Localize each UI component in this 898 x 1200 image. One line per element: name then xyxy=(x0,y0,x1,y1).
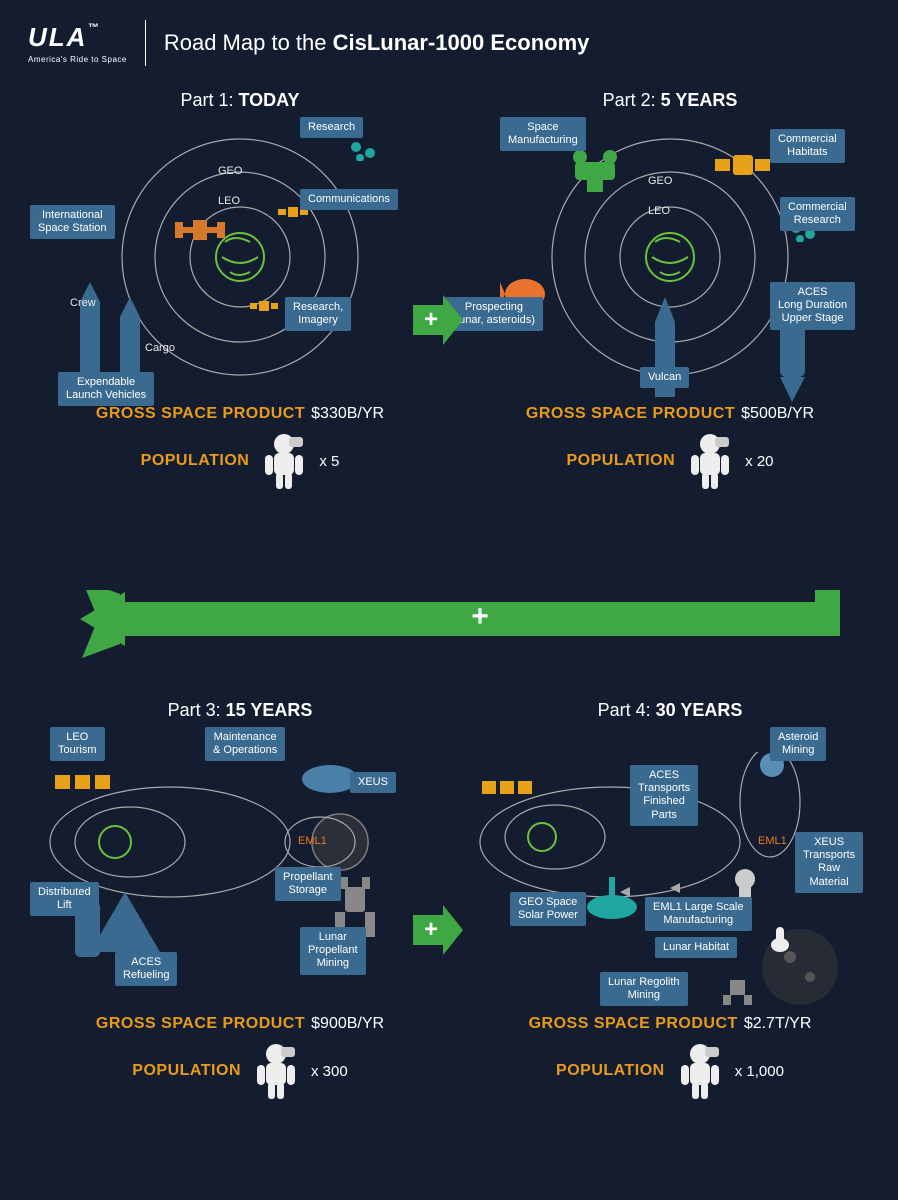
callout: Research xyxy=(300,117,363,138)
vulcan-rocket-icon xyxy=(645,297,685,407)
callout: InternationalSpace Station xyxy=(30,205,115,239)
aces-stage-icon xyxy=(770,317,815,407)
callout: Vulcan xyxy=(640,367,689,388)
solar-power-icon xyxy=(585,877,640,922)
orbit-label: Cargo xyxy=(145,342,175,354)
astronaut-icon xyxy=(675,1041,725,1101)
plus-arrow-1-2-icon: + xyxy=(413,295,463,345)
callout: CommercialHabitats xyxy=(770,129,845,163)
space-manufacturing-icon xyxy=(565,147,625,197)
regolith-mining-icon xyxy=(720,972,755,1007)
panel-1-title: Part 1: TODAY xyxy=(40,90,440,111)
orbit-label: LEO xyxy=(218,195,240,207)
panel-2-population: x 20 xyxy=(745,453,773,470)
imagery-satellite-icon xyxy=(250,292,278,320)
lunar-habitat-icon xyxy=(770,925,790,953)
callout: PropellantStorage xyxy=(275,867,341,901)
panel-2-5years: Part 2: 5 YEARS SpaceManufacturing Commer… xyxy=(470,90,870,491)
astronaut-icon xyxy=(685,431,735,491)
iss-icon xyxy=(175,212,225,252)
callout: CommercialResearch xyxy=(780,197,855,231)
panel-3-15years: Part 3: 15 YEARS LEOTourism Maintenance& … xyxy=(40,700,440,1101)
panel-4-title: Part 4: 30 YEARS xyxy=(470,700,870,721)
callout: Maintenance& Operations xyxy=(205,727,285,761)
astronaut-icon xyxy=(259,431,309,491)
callout: GEO SpaceSolar Power xyxy=(510,892,586,926)
callout: ACESRefueling xyxy=(115,952,177,986)
panel-4-gsp: $2.7T/YR xyxy=(744,1015,812,1032)
orbit-label: GEO xyxy=(218,165,242,177)
panel-1-diagram: ResearchCommunicationsInternationalSpace… xyxy=(40,117,440,387)
panel-2-stats: GROSS SPACE PRODUCT$500B/YR POPULATION x… xyxy=(470,405,870,491)
astronaut-icon xyxy=(251,1041,301,1101)
svg-text:+: + xyxy=(424,916,438,943)
callout: DistributedLift xyxy=(30,882,99,916)
callout: Lunar Habitat xyxy=(655,937,737,958)
orbit-label: Crew xyxy=(70,297,96,309)
orbit-label: LEO xyxy=(648,205,670,217)
panel-3-title: Part 3: 15 YEARS xyxy=(40,700,440,721)
callout: LEOTourism xyxy=(50,727,105,761)
panel-4-population: x 1,000 xyxy=(735,1063,784,1080)
panel-1-population: x 5 xyxy=(319,453,339,470)
callout: AsteroidMining xyxy=(770,727,826,761)
panel-2-diagram: SpaceManufacturing CommercialHabitats Comm… xyxy=(470,117,870,387)
panel-3-gsp: $900B/YR xyxy=(311,1015,384,1032)
orbit-label: EML1 xyxy=(298,835,327,847)
panel-4-30years: Part 4: 30 YEARS AsteroidMining ACESTrans… xyxy=(470,700,870,1101)
callout: ExpendableLaunch Vehicles xyxy=(58,372,154,406)
habitats-icon xyxy=(480,775,540,800)
callout: Research,Imagery xyxy=(285,297,351,331)
callout: Communications xyxy=(300,189,398,210)
callout: ACESLong DurationUpper Stage xyxy=(770,282,855,330)
callout: XEUSTransportsRawMaterial xyxy=(795,832,863,893)
tourism-habitats-icon xyxy=(50,767,120,797)
panel-2-gsp: $500B/YR xyxy=(741,405,814,422)
panel-3-population: x 300 xyxy=(311,1063,348,1080)
orbit-label: GEO xyxy=(648,175,672,187)
panel-1-today: Part 1: TODAY ResearchCommunicationsInte… xyxy=(40,90,440,491)
callout: SpaceManufacturing xyxy=(500,117,586,151)
commercial-habitats-icon xyxy=(715,145,770,185)
panel-4-stats: GROSS SPACE PRODUCT$2.7T/YR POPULATION x… xyxy=(470,1015,870,1101)
callout: XEUS xyxy=(350,772,396,793)
dots-icon xyxy=(350,141,380,161)
pop-label: POPULATION xyxy=(141,452,250,470)
plus-arrow-3-4-icon: + xyxy=(413,905,463,955)
callout: EML1 Large ScaleManufacturing xyxy=(645,897,752,931)
panel-3-diagram: LEOTourismMaintenance& OperationsXEUSDis… xyxy=(40,727,440,997)
svg-text:+: + xyxy=(424,306,438,333)
panel-2-title: Part 2: 5 YEARS xyxy=(470,90,870,111)
panel-3-stats: GROSS SPACE PRODUCT$900B/YR POPULATION x… xyxy=(40,1015,440,1101)
orbit-label: EML1 xyxy=(758,835,787,847)
callout: ACESTransportsFinishedParts xyxy=(630,765,698,826)
panel-1-gsp: $330B/YR xyxy=(311,405,384,422)
panels-container: Part 1: TODAY Research Communications Inte… xyxy=(0,0,898,1200)
big-arrow-2-3-icon: + xyxy=(70,590,840,670)
callout: Lunar RegolithMining xyxy=(600,972,688,1006)
callout: LunarPropellantMining xyxy=(300,927,366,975)
svg-text:+: + xyxy=(471,600,489,633)
panel-4-diagram: AsteroidMining ACESTransportsFinishedPart… xyxy=(470,727,870,997)
